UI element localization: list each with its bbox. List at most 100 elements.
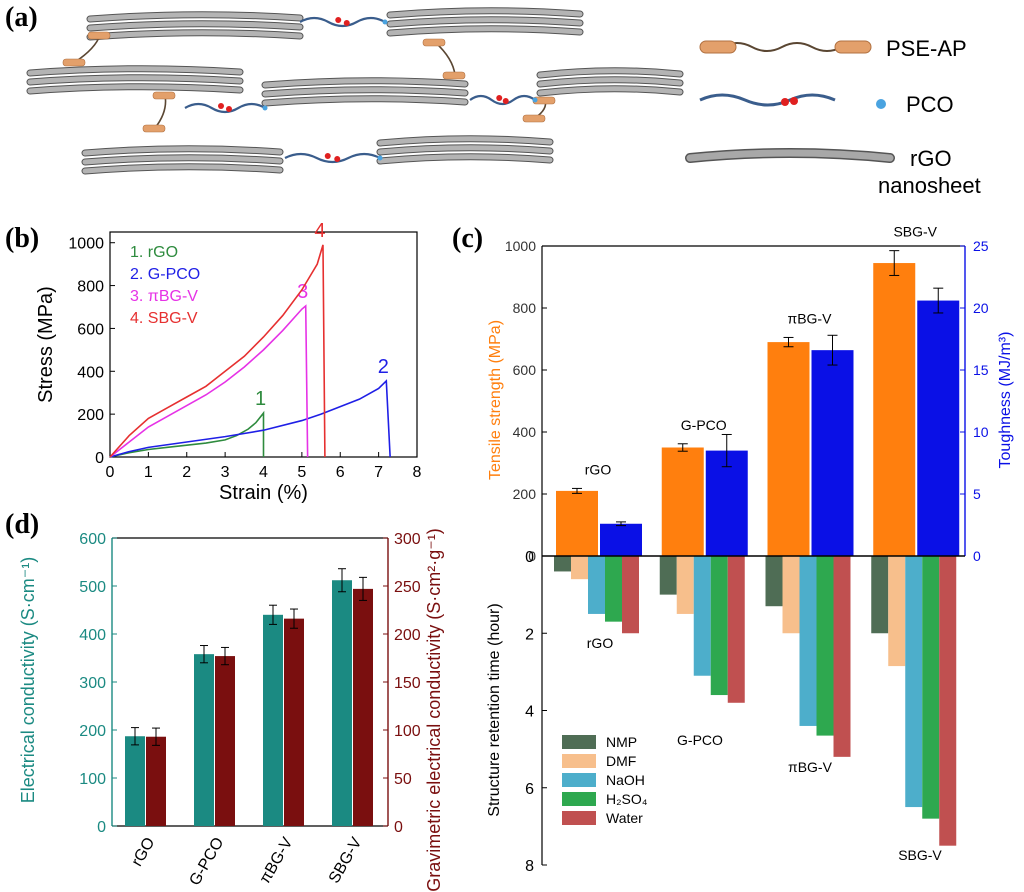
rgo-sheet	[537, 68, 683, 78]
legend-pco-chain	[699, 93, 836, 107]
lower-tick-label: 6	[525, 781, 534, 798]
rgo-sheet	[537, 86, 683, 96]
rgo-sheet	[27, 66, 243, 76]
pco-end	[532, 97, 538, 103]
pse-ap-anchor	[87, 31, 111, 40]
right-tick-label: 150	[394, 675, 421, 692]
upper-left-tick-label: 200	[513, 486, 537, 502]
bar-retention-naoh	[799, 556, 817, 726]
pse-ap-anchor	[422, 38, 446, 47]
upper-category-label: G-PCO	[681, 417, 727, 433]
x-tick-label: 6	[336, 464, 345, 481]
rgo-sheet	[537, 77, 683, 87]
x-tick-label: 4	[259, 464, 268, 481]
x-tick-label: 8	[413, 464, 422, 481]
x-tick-label: 0	[106, 464, 115, 481]
pco-end	[377, 155, 383, 161]
upper-category-label: SBG-V	[893, 224, 937, 240]
rgo-sheet	[262, 96, 468, 106]
pco-end	[262, 105, 268, 111]
right-tick-label: 300	[394, 531, 421, 548]
x-tick-label: 5	[297, 464, 306, 481]
y-tick-label: 600	[77, 321, 104, 338]
upper-left-tick-label: 600	[513, 362, 537, 378]
pco-chain	[299, 16, 386, 28]
lower-category-label: rGO	[587, 635, 614, 651]
pco-end	[382, 19, 388, 25]
pco-dot	[335, 17, 342, 23]
bar-toughness	[811, 350, 854, 556]
left-tick-label: 600	[79, 531, 106, 548]
pco-dot	[334, 156, 341, 162]
left-tick-label: 100	[79, 771, 106, 788]
rgo-sheet	[87, 12, 303, 22]
bar-retention-nmp	[765, 556, 783, 607]
series-line-3	[109, 304, 309, 458]
legend-swatch-2	[562, 754, 596, 768]
pco-dot	[502, 98, 509, 104]
y-tick-label: 800	[77, 279, 104, 296]
upper-left-tick-label: 400	[513, 424, 537, 440]
bar-retention-naoh	[905, 556, 923, 808]
legend-entry-3: 3. πBG-V	[130, 288, 198, 305]
category-label: rGO	[129, 835, 159, 870]
upper-right-tick-label: 5	[973, 486, 981, 502]
bar-retention-h₂so₄	[605, 556, 622, 622]
category-label: SBG-V	[326, 834, 366, 886]
pse-ap-anchor	[522, 114, 546, 123]
panel-d-label: (d)	[5, 509, 39, 540]
bar-retention-naoh	[693, 556, 711, 676]
legend-entry-4: 4. SBG-V	[130, 310, 198, 327]
lower-tick-label: 8	[525, 858, 534, 875]
bar-electrical-conductivity	[194, 654, 214, 826]
bar-retention-nmp	[554, 556, 571, 572]
bar-toughness	[600, 523, 642, 556]
rgo-sheet	[27, 84, 243, 94]
upper-right-tick-label: 10	[973, 424, 989, 440]
bar-gravimetric-electrical-conductivity	[146, 736, 166, 826]
bar-retention-water	[622, 556, 639, 634]
pco-chain	[184, 102, 266, 114]
y-tick-label: 1000	[68, 236, 104, 253]
bar-tensile-strength	[556, 490, 598, 556]
lower-tick-label: 2	[525, 626, 534, 643]
rgo-sheet	[82, 146, 283, 156]
pse-ap-anchor	[152, 91, 176, 100]
bar-retention-h₂so₄	[922, 556, 940, 819]
lower-tick-label: 4	[525, 704, 534, 721]
upper-category-label: rGO	[585, 461, 612, 477]
bar-retention-nmp	[871, 556, 889, 634]
series-line-1	[109, 410, 265, 458]
left-tick-label: 500	[79, 579, 106, 596]
rgo-sheet	[387, 17, 583, 27]
series-end-label-3: 3	[297, 281, 308, 303]
bar-retention-water	[833, 556, 851, 757]
right-tick-label: 200	[394, 627, 421, 644]
pco-chain	[284, 152, 381, 164]
pco-chain	[469, 94, 536, 106]
upper-right-tick-label: 0	[973, 548, 981, 564]
upper-category-label: πBG-V	[788, 310, 833, 326]
y-axis-label: Stress (MPa)	[35, 286, 57, 403]
bar-retention-h₂so₄	[710, 556, 728, 696]
rgo-sheet	[262, 87, 468, 97]
bar-retention-h₂so₄	[816, 556, 834, 736]
bar-retention-nmp	[659, 556, 677, 595]
lower-category-label: πBG-V	[788, 759, 833, 775]
rgo-sheet	[27, 75, 243, 85]
bar-retention-naoh	[588, 556, 605, 614]
bar-retention-dmf	[888, 556, 906, 667]
rgo-sheet	[82, 155, 283, 165]
bar-retention-water	[727, 556, 745, 703]
rgo-sheet	[387, 26, 583, 36]
legend-label-2: DMF	[606, 753, 636, 769]
bar-tensile-strength	[661, 447, 704, 556]
left-tick-label: 200	[79, 723, 106, 740]
left-axis-label: Electrical conductivity (S·cm⁻¹)	[18, 557, 38, 804]
rgo-sheet	[262, 78, 468, 88]
legend-label-3: NaOH	[606, 772, 645, 788]
x-tick-label: 3	[221, 464, 230, 481]
rgo-sheet	[87, 30, 303, 40]
upper-right-tick-label: 15	[973, 362, 989, 378]
y-tick-label: 0	[95, 450, 104, 467]
